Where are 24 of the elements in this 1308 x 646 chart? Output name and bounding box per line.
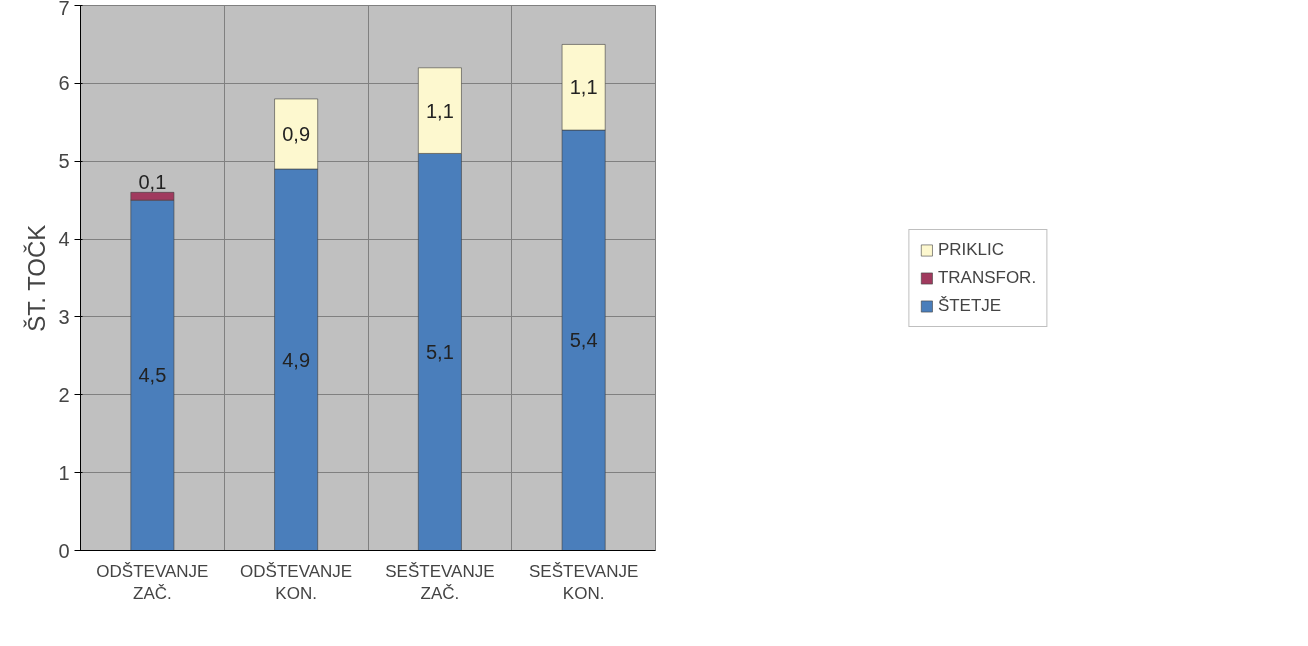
y-tick-label: 2 (58, 383, 70, 406)
y-tick-label: 5 (58, 150, 70, 173)
y-axis-title: ŠT. TOČK (23, 224, 51, 332)
y-tick-label: 6 (58, 72, 70, 95)
y-tick-label: 7 (58, 0, 70, 19)
legend-label: PRIKLIC (937, 239, 1005, 260)
y-tick-label: 0 (58, 539, 70, 562)
x-tick-label: SEŠTEVANJE ZAČ. (385, 561, 495, 604)
data-label: 4,9 (282, 348, 311, 371)
legend-label: ŠTETJE (937, 295, 1002, 316)
x-tick-label: ODŠTEVANJE ZAČ. (96, 561, 209, 604)
x-tick-label: SEŠTEVANJE KON. (528, 561, 639, 604)
data-label: 5,1 (425, 340, 454, 363)
data-label: 4,5 (138, 364, 167, 387)
data-label: 1,1 (569, 76, 598, 99)
y-tick-label: 1 (58, 461, 70, 484)
legend-label: TRANSFOR. (937, 267, 1037, 288)
y-tick-label: 3 (58, 305, 70, 328)
y-tick-label: 4 (58, 228, 70, 251)
data-label: 0,9 (282, 122, 311, 145)
data-label: 5,4 (569, 329, 598, 352)
data-label: 0,1 (138, 171, 167, 194)
data-label: 1,1 (425, 99, 454, 122)
x-tick-label: ODŠTEVANJE KON. (240, 561, 353, 604)
